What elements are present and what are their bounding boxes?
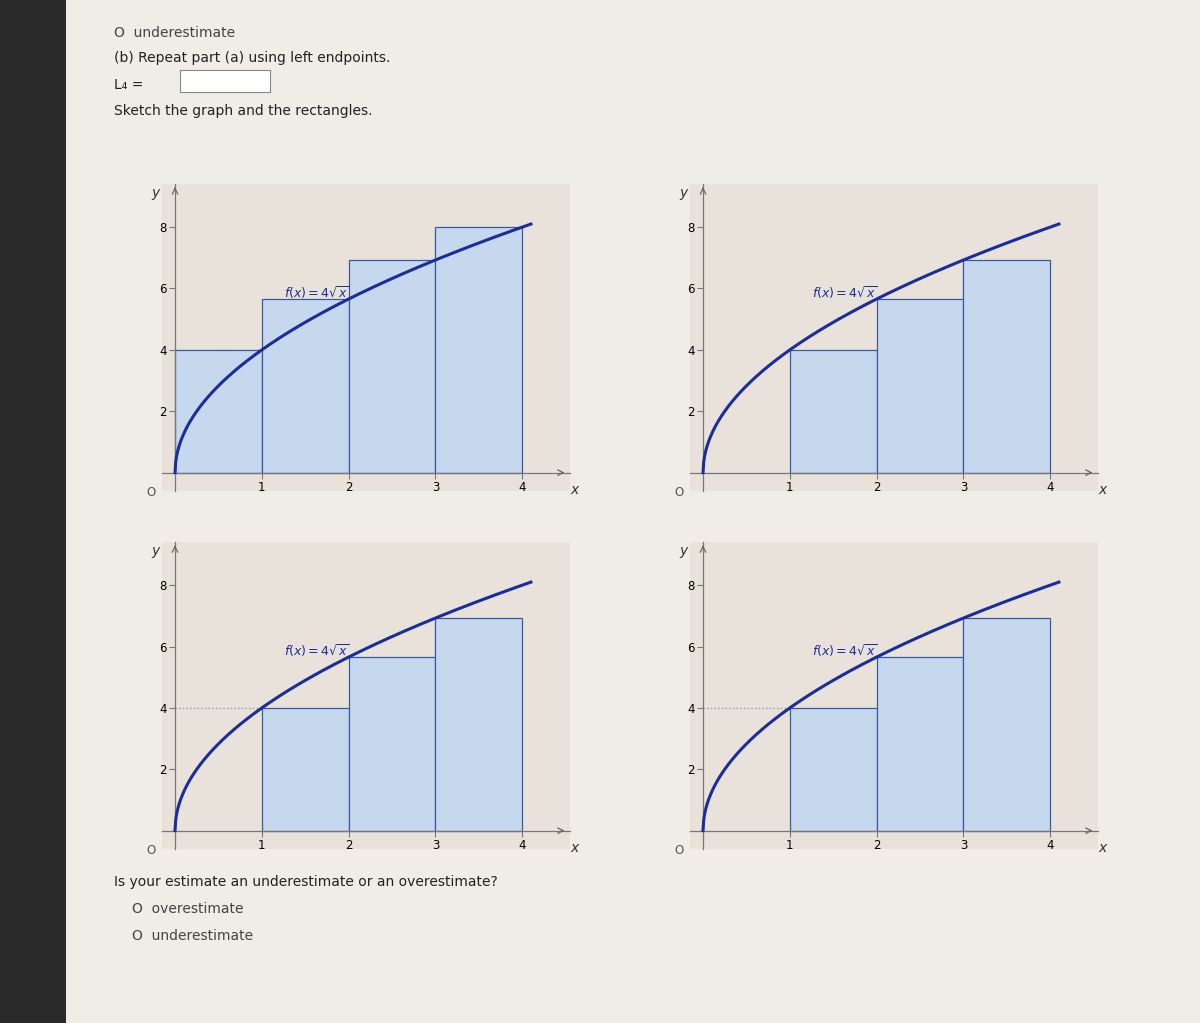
Bar <box>790 708 877 831</box>
Text: y: y <box>151 186 160 201</box>
Bar <box>877 657 964 831</box>
Bar <box>349 657 436 831</box>
Bar <box>877 299 964 473</box>
Text: $f(x) = 4\sqrt{x}$: $f(x) = 4\sqrt{x}$ <box>284 284 349 301</box>
Text: $f(x) = 4\sqrt{x}$: $f(x) = 4\sqrt{x}$ <box>284 642 349 659</box>
Bar <box>964 618 1050 831</box>
Text: Sketch the graph and the rectangles.: Sketch the graph and the rectangles. <box>114 104 372 119</box>
Text: O: O <box>146 844 155 857</box>
Text: x: x <box>570 483 578 496</box>
Text: x: x <box>1098 483 1106 496</box>
Text: y: y <box>151 544 160 559</box>
Text: $f(x) = 4\sqrt{x}$: $f(x) = 4\sqrt{x}$ <box>812 284 877 301</box>
Text: x: x <box>1098 841 1106 854</box>
Bar <box>349 260 436 473</box>
Text: O: O <box>146 486 155 499</box>
Bar <box>175 350 262 473</box>
Bar <box>262 299 349 473</box>
Text: Is your estimate an underestimate or an overestimate?: Is your estimate an underestimate or an … <box>114 875 498 889</box>
Bar <box>436 227 522 473</box>
Text: O  overestimate: O overestimate <box>132 902 244 917</box>
Bar <box>436 618 522 831</box>
Text: O  underestimate: O underestimate <box>132 929 253 943</box>
Text: y: y <box>679 186 688 201</box>
Text: O  underestimate: O underestimate <box>114 26 235 40</box>
Text: O: O <box>674 844 683 857</box>
Text: O: O <box>674 486 683 499</box>
Text: (b) Repeat part (a) using left endpoints.: (b) Repeat part (a) using left endpoints… <box>114 51 390 65</box>
Text: L₄ =: L₄ = <box>114 78 152 92</box>
Bar <box>262 708 349 831</box>
Bar <box>790 350 877 473</box>
Text: y: y <box>679 544 688 559</box>
Text: $f(x) = 4\sqrt{x}$: $f(x) = 4\sqrt{x}$ <box>812 642 877 659</box>
Bar <box>964 260 1050 473</box>
Text: x: x <box>570 841 578 854</box>
